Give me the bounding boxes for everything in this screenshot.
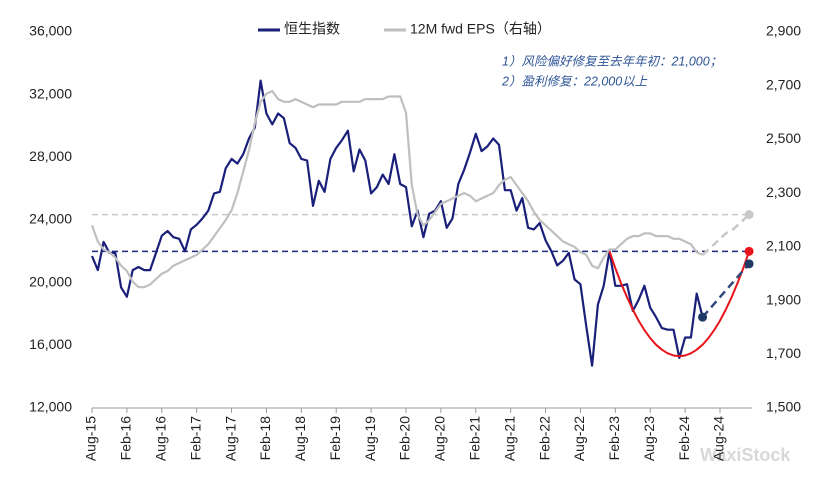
x-tick-label: Feb-18 [257, 416, 273, 461]
series-line [701, 263, 751, 318]
x-tick-label: Aug-15 [83, 416, 99, 461]
y2-tick-label: 2,500 [766, 130, 801, 146]
y-tick-label: 12,000 [29, 399, 72, 415]
y2-tick-label: 2,700 [766, 76, 801, 92]
x-tick-label: Aug-19 [362, 416, 378, 461]
x-tick-label: Aug-20 [432, 416, 448, 461]
x-tick-label: Feb-19 [327, 416, 343, 461]
y-tick-label: 24,000 [29, 211, 72, 227]
y2-tick-label: 2,100 [766, 238, 801, 254]
x-tick-label: Aug-18 [292, 416, 308, 461]
y-tick-label: 28,000 [29, 148, 72, 164]
watermark: WaxiStock [700, 445, 791, 465]
x-tick-label: Feb-20 [397, 416, 413, 461]
y-tick-label: 32,000 [29, 85, 72, 101]
y2-tick-label: 2,300 [766, 184, 801, 200]
point-marker [744, 246, 754, 256]
annotation: 1）风险偏好修复至去年年初：21,000； [502, 54, 722, 68]
point-marker [744, 259, 754, 269]
x-tick-label: Feb-24 [676, 416, 692, 461]
x-tick-label: Feb-16 [118, 416, 134, 461]
series-line [90, 79, 704, 367]
y-tick-label: 16,000 [29, 336, 72, 352]
x-tick-label: Feb-22 [536, 416, 552, 461]
x-tick-label: Feb-23 [606, 416, 622, 461]
y-tick-label: 20,000 [29, 273, 72, 289]
y2-tick-label: 1,900 [766, 291, 801, 307]
x-tick-label: Aug-23 [641, 416, 657, 461]
series-line [608, 250, 751, 358]
series-line [701, 213, 750, 256]
annotation: 2）盈利修复：22,000以上 [501, 74, 648, 88]
x-tick-label: Feb-21 [466, 416, 482, 461]
point-marker [698, 312, 708, 322]
legend-label: 恒生指数 [284, 21, 340, 37]
x-tick-label: Aug-22 [571, 416, 587, 461]
x-tick-label: Feb-17 [187, 416, 203, 461]
x-tick-label: Aug-16 [152, 416, 168, 461]
y2-tick-label: 1,500 [766, 399, 801, 415]
series-line [90, 90, 704, 289]
x-tick-label: Aug-21 [501, 416, 517, 461]
x-tick-label: Aug-24 [711, 416, 727, 461]
legend-label: 12M fwd EPS（右轴） [410, 21, 551, 37]
y2-tick-label: 1,700 [766, 345, 801, 361]
point-marker [744, 210, 754, 220]
x-tick-label: Aug-17 [222, 416, 238, 461]
y2-tick-label: 2,900 [766, 23, 801, 39]
y-tick-label: 36,000 [29, 23, 72, 39]
